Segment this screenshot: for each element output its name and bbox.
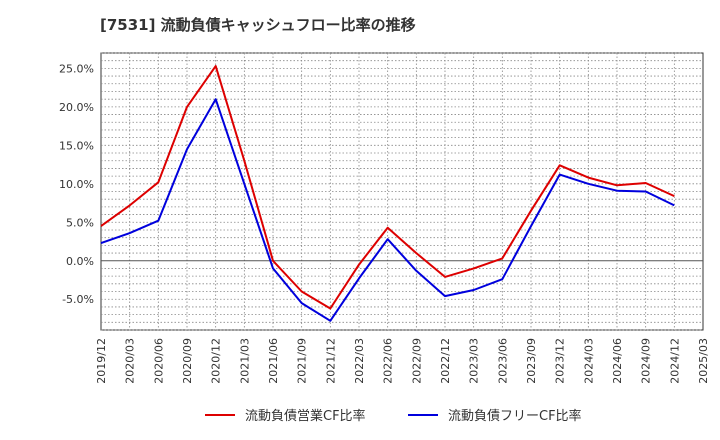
x-tick-label: 2019/12 xyxy=(95,338,108,384)
y-axis: -5.0% 0.0% 5.0% 10.0% 15.0% 20.0% 25.0% xyxy=(59,62,94,306)
x-tick-label: 2023/12 xyxy=(554,338,567,384)
y-tick-label: 25.0% xyxy=(59,62,94,75)
x-tick-label: 2022/03 xyxy=(353,338,366,384)
y-tick-label: 5.0% xyxy=(66,216,94,229)
y-tick-label: 10.0% xyxy=(59,178,94,191)
x-tick-label: 2022/12 xyxy=(439,338,452,384)
chart-title: [7531] 流動負債キャッシュフロー比率の推移 xyxy=(100,16,416,34)
y-tick-label: 0.0% xyxy=(66,255,94,268)
series-line xyxy=(100,65,675,310)
series-group xyxy=(100,65,675,322)
series-line xyxy=(100,98,675,322)
x-tick-label: 2022/09 xyxy=(410,338,423,384)
x-tick-label: 2023/03 xyxy=(468,338,481,384)
x-tick-label: 2024/03 xyxy=(582,338,595,384)
x-axis: 2019/12 2020/03 2020/06 2020/09 2020/12 2021/… xyxy=(95,338,710,384)
x-tick-label: 2021/09 xyxy=(296,338,309,384)
x-tick-label: 2024/06 xyxy=(611,338,624,384)
x-tick-label: 2020/06 xyxy=(152,338,165,384)
x-tick-label: 2021/12 xyxy=(324,338,337,384)
x-tick-label: 2020/03 xyxy=(124,338,137,384)
x-tick-label: 2024/09 xyxy=(640,338,653,384)
y-tick-label: 15.0% xyxy=(59,139,94,152)
legend-label: 流動負債営業CF比率 xyxy=(245,408,366,424)
x-tick-label: 2022/06 xyxy=(382,338,395,384)
x-tick-label: 2023/09 xyxy=(525,338,538,384)
grid xyxy=(101,52,703,331)
legend-label: 流動負債フリーCF比率 xyxy=(448,408,582,424)
legend: 流動負債営業CF比率 流動負債フリーCF比率 xyxy=(205,408,582,424)
y-tick-label: -5.0% xyxy=(62,293,94,306)
x-tick-label: 2024/12 xyxy=(668,338,681,384)
x-tick-label: 2023/06 xyxy=(496,338,509,384)
x-tick-label: 2021/06 xyxy=(267,338,280,384)
x-tick-label: 2020/12 xyxy=(210,338,223,384)
y-tick-label: 20.0% xyxy=(59,101,94,114)
x-tick-label: 2020/09 xyxy=(181,338,194,384)
x-tick-label: 2025/03 xyxy=(697,338,710,384)
x-tick-label: 2021/03 xyxy=(238,338,251,384)
